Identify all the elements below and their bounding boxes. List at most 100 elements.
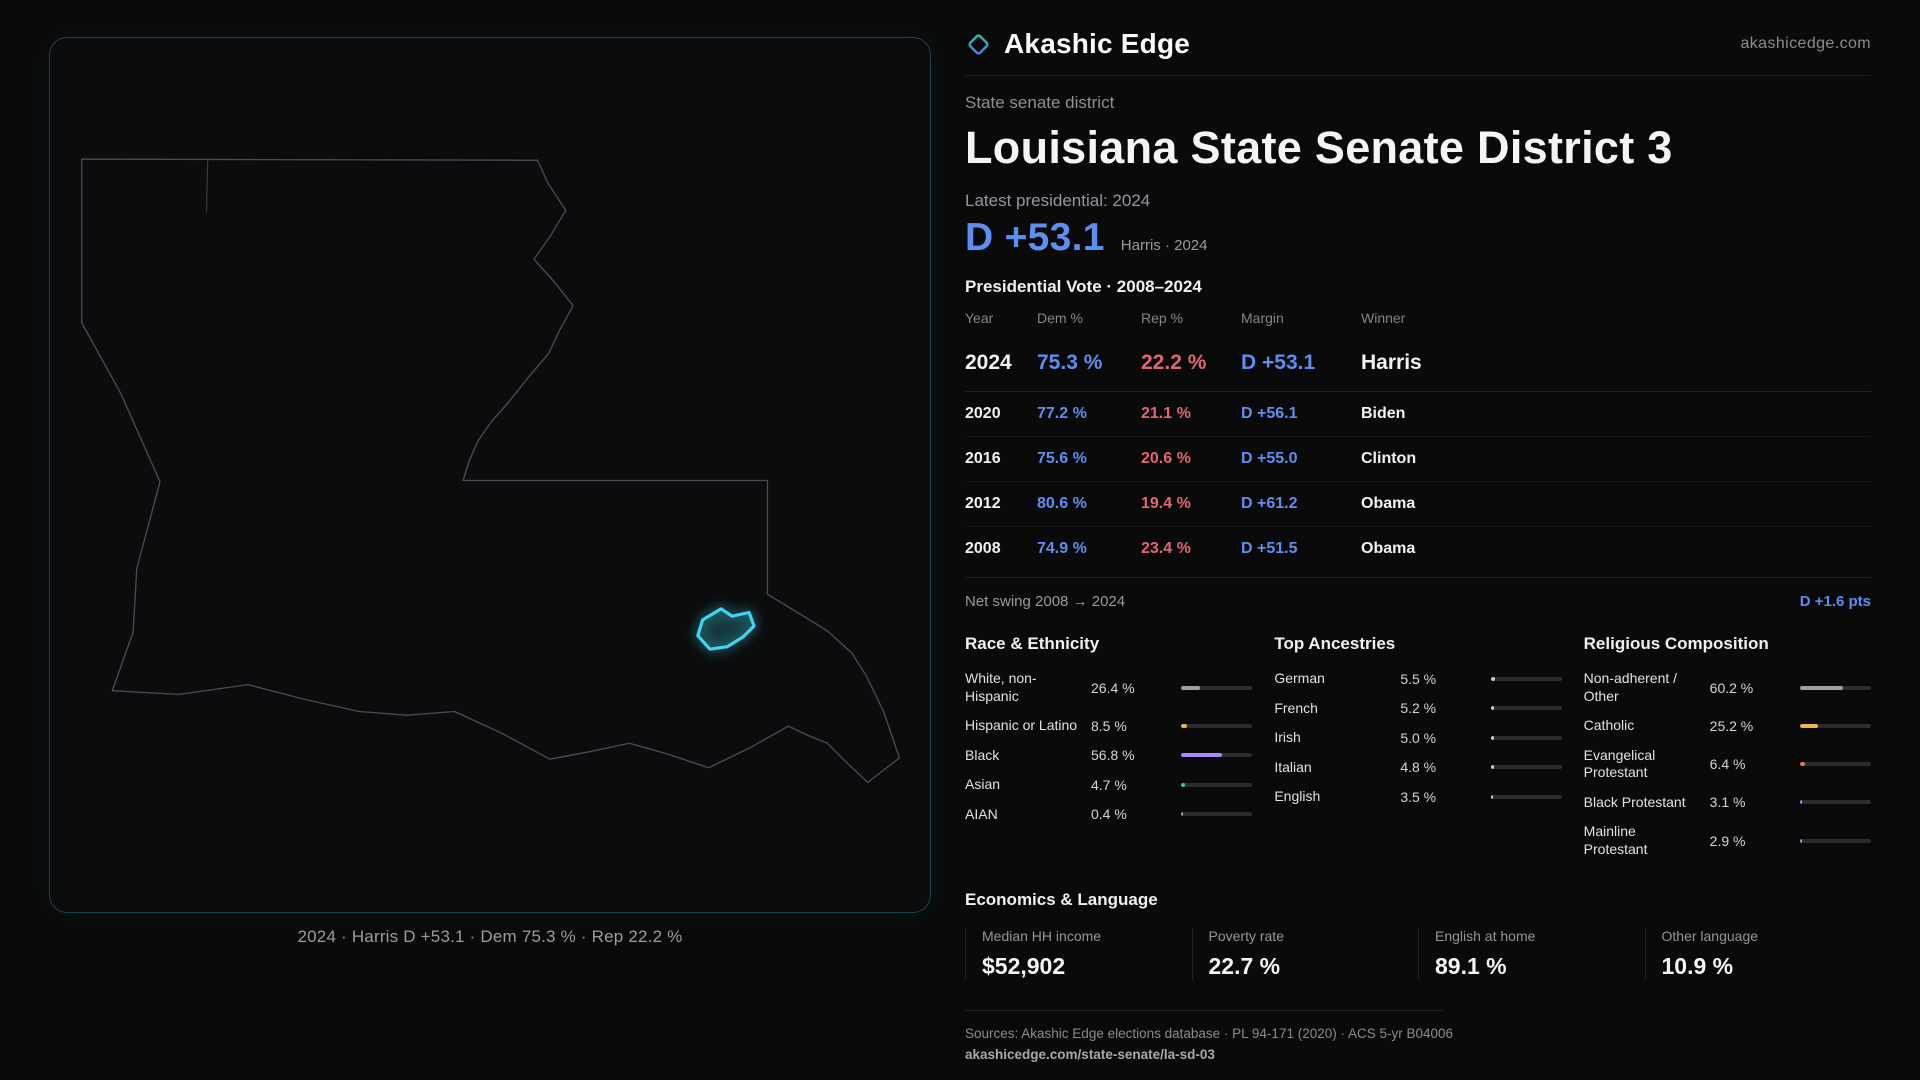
demo-label: Irish xyxy=(1274,729,1301,745)
demo-row: Irish 5.0 % xyxy=(1274,723,1562,753)
demo-label: Hispanic or Latino xyxy=(965,717,1078,733)
race-ethnicity-title: Race & Ethnicity xyxy=(965,634,1100,653)
stat-value: 89.1 % xyxy=(1435,953,1507,979)
demo-bar-track xyxy=(1490,706,1562,711)
net-swing-value: D +1.6 pts xyxy=(1799,593,1871,610)
stat-other-language: Other language 10.9 % xyxy=(1644,928,1872,980)
stat-label: Poverty rate xyxy=(1208,928,1284,944)
demo-row: German 5.5 % xyxy=(1274,664,1562,694)
demo-value: 5.0 % xyxy=(1400,729,1437,746)
cell-rep-pct: 22.2 % xyxy=(1141,351,1207,374)
cell-winner: Biden xyxy=(1361,405,1406,422)
religion-title: Religious Composition xyxy=(1583,634,1769,653)
vote-row-2008: 2008 74.9 % 23.4 % D +51.5 Obama xyxy=(965,527,1871,571)
col-header-year: Year xyxy=(965,310,994,326)
vote-row-2016: 2016 75.6 % 20.6 % D +55.0 Clinton xyxy=(965,437,1871,482)
net-swing-row: Net swing 2008 → 2024 D +1.6 pts xyxy=(965,577,1871,610)
cell-winner: Obama xyxy=(1361,495,1416,512)
header-bar: Akashic Edge akashicedge.com xyxy=(965,28,1871,76)
vote-table-title: Presidential Vote · 2008–2024 xyxy=(965,277,1202,296)
site-link[interactable]: akashicedge.com xyxy=(1740,35,1871,52)
permalink[interactable]: akashicedge.com/state-senate/la-sd-03 xyxy=(965,1047,1215,1062)
state-map xyxy=(81,158,901,784)
cell-dem-pct: 74.9 % xyxy=(1037,540,1087,557)
demo-label: Black Protestant xyxy=(1583,793,1686,810)
ancestry-column: Top Ancestries German 5.5 % French 5.2 % Iri… xyxy=(1274,634,1562,864)
map-caption: 2024 · Harris D +53.1 · Dem 75.3 % · Rep… xyxy=(297,927,683,946)
demo-bar-fill xyxy=(1490,676,1495,681)
demo-row: Asian 4.7 % xyxy=(965,770,1253,800)
cell-margin: D +55.0 xyxy=(1241,450,1298,467)
col-header-dem: Dem % xyxy=(1037,310,1083,326)
sources-text: Sources: Akashic Edge elections database… xyxy=(965,1026,1454,1041)
demo-bar-fill xyxy=(1490,735,1495,740)
brand-diamond-icon xyxy=(968,33,989,55)
demo-bar-fill xyxy=(1490,765,1495,770)
demo-value: 3.1 % xyxy=(1709,794,1746,811)
stat-value: $52,902 xyxy=(982,953,1066,979)
brand: Akashic Edge xyxy=(965,28,1190,60)
map-border-detail-line xyxy=(205,160,209,212)
religion-column: Religious Composition Non-adherent / Oth… xyxy=(1584,634,1871,864)
cell-year: 2016 xyxy=(965,450,1001,467)
cell-winner: Obama xyxy=(1361,540,1416,557)
demo-value: 8.5 % xyxy=(1091,717,1127,734)
cell-margin: D +51.5 xyxy=(1241,540,1298,557)
headline-winner-note: Harris · 2024 xyxy=(1120,237,1208,254)
cell-winner: Harris xyxy=(1361,351,1422,374)
col-header-winner: Winner xyxy=(1361,310,1406,326)
demo-bar-fill xyxy=(1181,685,1201,690)
demo-row: Mainline Protestant 2.9 % xyxy=(1584,817,1871,864)
demo-value: 5.5 % xyxy=(1400,670,1437,687)
demo-row: Catholic 25.2 % xyxy=(1584,711,1871,741)
stat-value: 10.9 % xyxy=(1661,953,1734,979)
demo-value: 25.2 % xyxy=(1709,717,1754,734)
demo-value: 60.2 % xyxy=(1709,679,1754,696)
cell-year: 2020 xyxy=(965,405,1001,422)
cell-year: 2012 xyxy=(965,495,1001,512)
cell-winner: Clinton xyxy=(1361,450,1417,467)
demo-value: 4.7 % xyxy=(1091,776,1127,793)
demo-bar-track xyxy=(1800,800,1871,805)
cell-dem-pct: 77.2 % xyxy=(1037,405,1087,422)
demo-row: French 5.2 % xyxy=(1274,694,1562,724)
demo-bar-fill xyxy=(1490,706,1495,711)
col-header-rep: Rep % xyxy=(1141,310,1184,326)
demo-bar-track xyxy=(1490,765,1562,770)
demo-bar-track xyxy=(1800,723,1871,728)
demo-bar-track xyxy=(1181,782,1253,787)
demo-label: German xyxy=(1274,670,1325,686)
district-highlight[interactable] xyxy=(696,607,756,651)
cell-rep-pct: 23.4 % xyxy=(1141,540,1191,557)
demo-label: French xyxy=(1274,699,1318,716)
stat-label: Other language xyxy=(1661,928,1759,944)
religion-list: Non-adherent / Other 60.2 % Catholic 25.2 %… xyxy=(1584,664,1871,864)
demo-value: 5.2 % xyxy=(1400,700,1437,717)
demo-value: 6.4 % xyxy=(1709,756,1746,772)
demo-label: Non-adherent / Other xyxy=(1583,670,1678,704)
demo-value: 3.5 % xyxy=(1400,788,1437,805)
demo-value: 2.9 % xyxy=(1709,832,1746,849)
demo-row: Evangelical Protestant 6.4 % xyxy=(1584,741,1871,788)
stat-label: English at home xyxy=(1435,928,1536,944)
detail-panel: Akashic Edge akashicedge.com State senat… xyxy=(965,28,1871,1062)
vote-row-2012: 2012 80.6 % 19.4 % D +61.2 Obama xyxy=(965,482,1871,527)
demo-value: 56.8 % xyxy=(1091,747,1135,764)
demo-bar-track xyxy=(1800,762,1871,766)
vote-table-header: Year Dem % Rep % Margin Winner xyxy=(965,297,1871,335)
demo-bar-track xyxy=(1181,723,1253,728)
stat-english-at-home: English at home 89.1 % xyxy=(1418,928,1645,980)
district-type-kicker: State senate district xyxy=(965,93,1115,112)
demo-label: Catholic xyxy=(1583,717,1635,733)
demo-row: Non-adherent / Other 60.2 % xyxy=(1584,664,1871,711)
ancestry-title: Top Ancestries xyxy=(1274,634,1396,653)
demo-bar-track xyxy=(1800,685,1871,690)
demo-bar-fill xyxy=(1181,782,1185,787)
demo-row: English 3.5 % xyxy=(1274,782,1562,812)
cell-dem-pct: 75.3 % xyxy=(1037,351,1103,374)
demo-row: White, non-Hispanic 26.4 % xyxy=(965,664,1253,711)
cell-dem-pct: 75.6 % xyxy=(1037,450,1087,467)
vote-row-2024: 2024 75.3 % 22.2 % D +53.1 Harris xyxy=(965,335,1871,392)
cell-rep-pct: 20.6 % xyxy=(1141,450,1191,467)
cell-year: 2024 xyxy=(965,351,1012,374)
